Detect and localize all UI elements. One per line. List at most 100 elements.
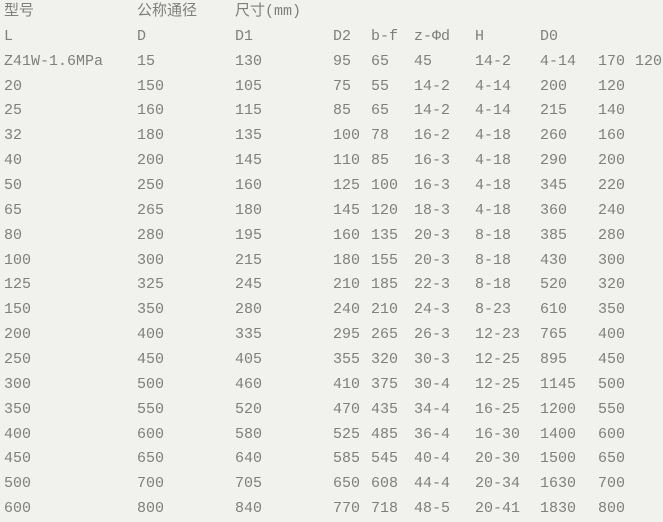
table-cell: 895 <box>540 351 568 369</box>
table-cell: 200 <box>540 77 568 95</box>
table-cell: 4-14 <box>475 102 512 120</box>
table-cell <box>631 75 663 100</box>
header-title-cell <box>410 0 471 25</box>
header-field-cell: D2 <box>333 27 352 45</box>
table-row: 50 250 160 125 100 16-3 4-18 345 220 <box>0 174 663 199</box>
table-cell: 800 <box>598 500 626 518</box>
table-cell: 115 <box>235 102 263 120</box>
table-cell: 160 <box>137 102 165 120</box>
table-cell: 405 <box>235 351 263 369</box>
table-cell: 545 <box>371 450 399 468</box>
table-cell: 20-3 <box>414 226 451 244</box>
table-cell: 210 <box>371 301 399 319</box>
table-cell: 320 <box>371 351 399 369</box>
table-cell: 600 <box>137 425 165 443</box>
table-cell: 700 <box>137 475 165 493</box>
table-cell: 250 <box>137 177 165 195</box>
table-cell: 14-2 <box>475 52 512 70</box>
table-row: 150 350 280 240 210 24-3 8-23 610 350 <box>0 298 663 323</box>
table-cell: 4-18 <box>475 201 512 219</box>
table-cell: 520 <box>540 276 568 294</box>
table-cell: 160 <box>598 127 626 145</box>
table-cell: 100 <box>333 127 361 145</box>
table-row: 350 550 520 470 435 34-4 16-25 1200 550 <box>0 398 663 423</box>
header-title-cell <box>631 0 663 25</box>
table-cell: 65 <box>4 201 23 219</box>
table-cell: 130 <box>235 52 263 70</box>
table-cell: 14-2 <box>414 102 451 120</box>
table-cell: 470 <box>333 400 361 418</box>
table-row: 25 160 115 85 65 14-2 4-14 215 140 <box>0 99 663 124</box>
table-cell: 140 <box>598 102 626 120</box>
table-cell <box>631 249 663 274</box>
table-cell: 125 <box>333 177 361 195</box>
table-cell: 195 <box>235 226 263 244</box>
table-cell <box>631 298 663 323</box>
table-cell: 25 <box>4 102 23 120</box>
table-cell: 718 <box>371 500 399 518</box>
table-row: 80 280 195 160 135 20-3 8-18 385 280 <box>0 224 663 249</box>
table-cell: 650 <box>598 450 626 468</box>
table-row: 32 180 135 100 78 16-2 4-18 260 160 <box>0 124 663 149</box>
table-cell: 4-18 <box>475 152 512 170</box>
table-cell: 180 <box>333 251 361 269</box>
table-cell <box>631 398 663 423</box>
table-cell: 600 <box>4 500 32 518</box>
table-cell: 15 <box>137 52 156 70</box>
table-row: Z41W-1.6MPa 15 130 95 65 45 14-2 4-14 170 120 <box>0 50 663 75</box>
table-cell: 375 <box>371 375 399 393</box>
table-cell: 16-30 <box>475 425 521 443</box>
table-cell: 460 <box>235 375 263 393</box>
table-cell: 1200 <box>540 400 577 418</box>
table-cell: 8-18 <box>475 276 512 294</box>
table-cell: 65 <box>371 102 390 120</box>
table-cell: 485 <box>371 425 399 443</box>
table-cell <box>631 199 663 224</box>
table-cell: 295 <box>333 326 361 344</box>
table-cell: 145 <box>333 201 361 219</box>
table-cell: 500 <box>598 375 626 393</box>
table-cell: 16-3 <box>414 177 451 195</box>
table-cell <box>631 273 663 298</box>
header-title-cell <box>329 0 367 25</box>
table-row: 20 150 105 75 55 14-2 4-14 200 120 <box>0 75 663 100</box>
table-cell: 150 <box>4 301 32 319</box>
table-cell: 65 <box>371 52 390 70</box>
table-cell: 12-25 <box>475 375 521 393</box>
table-row: 200 400 335 295 265 26-3 12-23 765 400 <box>0 323 663 348</box>
table-cell: 100 <box>371 177 399 195</box>
table-cell: 608 <box>371 475 399 493</box>
table-cell: 20-30 <box>475 450 521 468</box>
table-cell: 40 <box>4 152 23 170</box>
table-cell: 48-5 <box>414 500 451 518</box>
table-cell: 50 <box>4 177 23 195</box>
table-cell: 350 <box>4 400 32 418</box>
table-row: 300 500 460 410 375 30-4 12-25 1145 500 <box>0 373 663 398</box>
table-cell: 30-3 <box>414 351 451 369</box>
table-cell: 770 <box>333 500 361 518</box>
table-cell: 385 <box>540 226 568 244</box>
table-cell: 1400 <box>540 425 577 443</box>
table-row: 65 265 180 145 120 18-3 4-18 360 240 <box>0 199 663 224</box>
table-cell: 220 <box>598 177 626 195</box>
table-cell: 430 <box>540 251 568 269</box>
header-field-cell: D1 <box>235 27 254 45</box>
table-cell: 1500 <box>540 450 577 468</box>
table-cell: 135 <box>371 226 399 244</box>
table-row: 400 600 580 525 485 36-4 16-30 1400 600 <box>0 423 663 448</box>
table-cell: 180 <box>137 127 165 145</box>
table-row: 40 200 145 110 85 16-3 4-18 290 200 <box>0 149 663 174</box>
table-cell: 360 <box>540 201 568 219</box>
table-cell: 600 <box>598 425 626 443</box>
table-cell: 280 <box>137 226 165 244</box>
table-cell: 520 <box>235 400 263 418</box>
table-cell <box>631 99 663 124</box>
table-cell: 650 <box>137 450 165 468</box>
table-cell: 170 <box>598 52 626 70</box>
table-cell: 450 <box>4 450 32 468</box>
table-cell: 120 <box>635 52 663 70</box>
table-row: 250 450 405 355 320 30-3 12-25 895 450 <box>0 348 663 373</box>
table-cell: 1145 <box>540 375 577 393</box>
table-cell: 450 <box>598 351 626 369</box>
